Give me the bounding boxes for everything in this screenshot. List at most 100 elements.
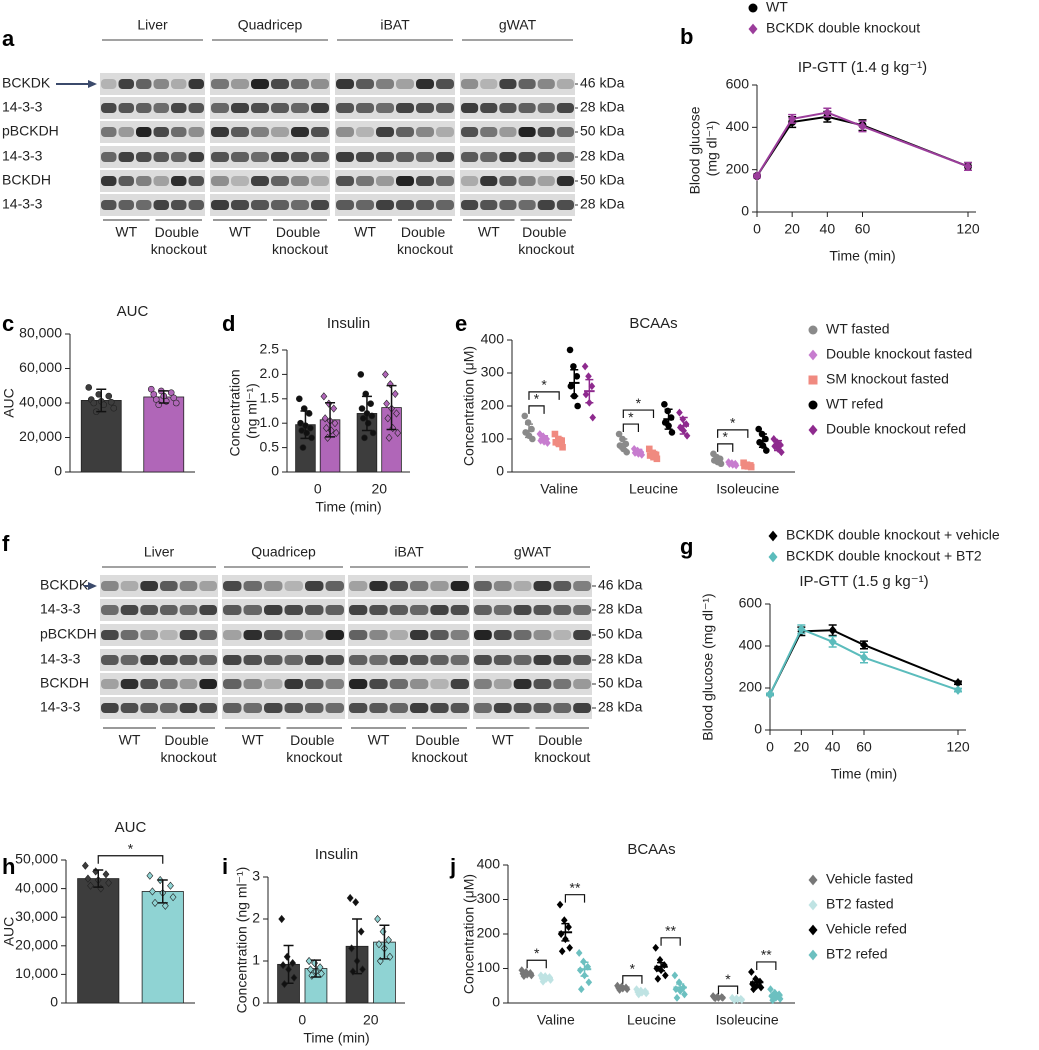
band [376, 103, 394, 113]
band [376, 152, 394, 162]
data-point [85, 384, 93, 391]
data-point [318, 969, 325, 978]
band [513, 679, 532, 689]
band [369, 605, 388, 615]
band [153, 103, 169, 113]
band [223, 655, 242, 665]
x-axis-label: Time (min) [831, 766, 897, 782]
band [474, 703, 492, 713]
band [553, 679, 572, 689]
blot-strip [348, 624, 470, 646]
error-bar [679, 416, 688, 435]
data-point [295, 395, 303, 403]
band [101, 703, 119, 713]
band [264, 605, 283, 615]
band [430, 630, 449, 640]
band [311, 200, 329, 210]
significance-bracket [564, 894, 586, 903]
legend-marker [808, 400, 818, 410]
tissue-label: Liver [137, 17, 168, 33]
blot-strip [348, 649, 470, 671]
band [436, 176, 454, 186]
band [264, 630, 283, 640]
data-point [385, 433, 393, 442]
error-bar [524, 423, 533, 439]
significance-label: * [128, 840, 134, 856]
band [153, 152, 169, 162]
band [389, 581, 408, 591]
band [480, 200, 498, 210]
y-tick-label: 600 [726, 76, 750, 92]
chart-title: AUC [117, 303, 149, 320]
panel-letter: d [222, 311, 235, 336]
data-point [278, 914, 286, 924]
legend-label: Vehicle refed [826, 921, 907, 937]
data-point [391, 389, 399, 398]
blot-strip [460, 97, 575, 119]
band [120, 581, 139, 591]
data-point [331, 419, 339, 428]
y-tick-label: 0 [252, 994, 260, 1010]
data-point [384, 414, 392, 423]
error-bar [637, 989, 646, 994]
data-point [87, 881, 94, 890]
band [416, 176, 434, 186]
band [199, 679, 217, 689]
chart-title: IP-GTT (1.4 g kg⁻¹) [798, 59, 927, 76]
band [518, 127, 536, 137]
band [537, 79, 555, 89]
y-tick-label: 20,000 [19, 428, 62, 444]
data-point [566, 346, 574, 354]
band [461, 127, 479, 137]
band [325, 630, 344, 640]
y-axis-label: AUC [1, 917, 17, 947]
band [325, 605, 344, 615]
legend-label: BT2 fasted [826, 896, 894, 912]
x-tick-label: 60 [855, 221, 871, 237]
x-tick-label: 120 [956, 221, 980, 237]
data-point [769, 996, 776, 1005]
blot-strip [100, 697, 218, 719]
data-point [170, 394, 178, 402]
legend-label: SM knockout fasted [826, 371, 949, 387]
size-label: 50 kDa [598, 626, 643, 642]
y-tick-label: 400 [726, 118, 750, 134]
band [356, 79, 374, 89]
x-tick-label: 60 [856, 739, 872, 755]
band [271, 152, 289, 162]
y-tick-label: 0.5 [260, 438, 280, 454]
band [101, 630, 119, 640]
data-point [151, 898, 159, 907]
band [573, 630, 591, 640]
bar [141, 891, 184, 1004]
y-tick-label: 0 [54, 463, 62, 479]
band [223, 703, 242, 713]
blot-strip [460, 170, 575, 192]
band [160, 605, 178, 615]
blot-strip [348, 673, 470, 695]
band [513, 630, 532, 640]
data-point [623, 448, 630, 456]
band [188, 127, 204, 137]
y-tick-label: 400 [481, 331, 505, 347]
band [430, 581, 449, 591]
y-tick-label: 2.5 [260, 341, 280, 357]
band [231, 152, 249, 162]
band [410, 581, 429, 591]
band [499, 200, 517, 210]
band [188, 79, 204, 89]
y-tick-label: 400 [477, 856, 501, 872]
band [305, 581, 324, 591]
error-bar [728, 461, 737, 466]
band [493, 581, 512, 591]
data-point [321, 414, 329, 423]
blot-strip [222, 599, 345, 621]
significance-bracket [622, 975, 643, 984]
band [211, 152, 229, 162]
data-point [662, 971, 669, 980]
significance-label: * [534, 945, 540, 961]
legend-marker [808, 375, 818, 385]
data-point [753, 171, 761, 181]
blot-strip [460, 146, 575, 168]
